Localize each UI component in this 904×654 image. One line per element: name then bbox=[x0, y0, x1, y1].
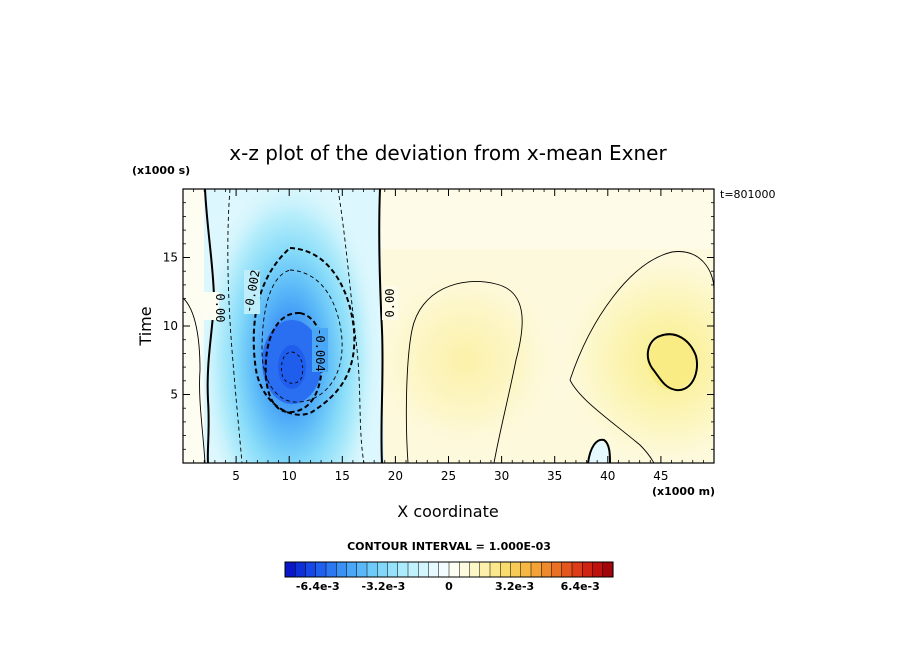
colorbar-swatch bbox=[305, 561, 317, 578]
x-axis-label: X coordinate bbox=[397, 502, 498, 521]
heatmap-field bbox=[183, 189, 714, 463]
x-tick-label: 40 bbox=[600, 469, 615, 483]
colorbar-swatch bbox=[561, 561, 573, 578]
x-axis-ticks: 5 10 15 20 25 30 35 40 45 bbox=[193, 189, 704, 483]
x-tick-label: 25 bbox=[441, 469, 456, 483]
y-tick-label: 15 bbox=[163, 251, 178, 265]
colorbar-swatch bbox=[407, 561, 419, 578]
colorbar-swatch bbox=[336, 561, 348, 578]
x-tick-label: 30 bbox=[494, 469, 509, 483]
x-tick-label: 5 bbox=[232, 469, 240, 483]
colorbar-swatch bbox=[387, 561, 399, 578]
colorbar-swatch bbox=[489, 561, 501, 578]
colorbar-swatch bbox=[438, 561, 450, 578]
x-tick-label: 20 bbox=[388, 469, 403, 483]
colorbar-swatch bbox=[448, 561, 460, 578]
contour-label-zero-right: 0.00 bbox=[383, 289, 397, 318]
colorbar-tick-label: 3.2e-3 bbox=[495, 580, 534, 593]
colorbar-swatch bbox=[592, 561, 604, 578]
colorbar-swatch bbox=[346, 561, 358, 578]
chart-title: x-z plot of the deviation from x-mean Ex… bbox=[229, 141, 667, 165]
colorbar-swatch bbox=[520, 561, 532, 578]
contour-label-minus-0004: -0.004 bbox=[313, 328, 327, 371]
y-unit-label: (x1000 s) bbox=[132, 164, 190, 177]
colorbar-swatch bbox=[397, 561, 409, 578]
y-tick-label: 10 bbox=[163, 319, 178, 333]
contour-lines bbox=[183, 189, 714, 463]
x-tick-label: 45 bbox=[653, 469, 668, 483]
colorbar-swatch bbox=[571, 561, 583, 578]
colorbar-tick-label: 0 bbox=[445, 580, 453, 593]
colorbar-swatch bbox=[530, 561, 542, 578]
colorbar-swatch bbox=[582, 561, 594, 578]
colorbar-swatch bbox=[428, 561, 440, 578]
contour-label-zero-left: 0.00 bbox=[213, 294, 227, 323]
colorbar-swatch bbox=[479, 561, 491, 578]
x-tick-label: 15 bbox=[335, 469, 350, 483]
colorbar-swatch bbox=[500, 561, 512, 578]
colorbar-tick-label: 6.4e-3 bbox=[561, 580, 600, 593]
x-tick-label: 10 bbox=[282, 469, 297, 483]
colorbar-swatch bbox=[315, 561, 327, 578]
colorbar-tick-labels: -6.4e-3 -3.2e-3 0 3.2e-3 6.4e-3 bbox=[296, 580, 600, 593]
x-tick-label: 35 bbox=[547, 469, 562, 483]
colorbar-swatch bbox=[541, 561, 553, 578]
colorbar-swatch bbox=[295, 561, 307, 578]
time-stamp-label: t=801000 bbox=[720, 188, 776, 201]
x-unit-label: (x1000 m) bbox=[652, 485, 715, 498]
colorbar-swatch bbox=[459, 561, 471, 578]
colorbar-swatch bbox=[510, 561, 522, 578]
y-tick-label: 5 bbox=[170, 388, 178, 402]
colorbar-frame bbox=[284, 561, 614, 578]
colorbar-tick-label: -3.2e-3 bbox=[362, 580, 406, 593]
contour-interval-text: CONTOUR INTERVAL = 1.000E-03 bbox=[347, 540, 551, 553]
y-axis-ticks: 5 10 15 bbox=[163, 202, 714, 450]
colorbar bbox=[284, 561, 614, 578]
colorbar-swatch bbox=[356, 561, 368, 578]
y-axis-label: Time bbox=[136, 306, 155, 346]
colorbar-swatch bbox=[325, 561, 337, 578]
colorbar-swatch bbox=[469, 561, 481, 578]
colorbar-swatch bbox=[377, 561, 389, 578]
colorbar-swatch bbox=[551, 561, 563, 578]
colorbar-swatch bbox=[366, 561, 378, 578]
contour-label-group: 0.00 -0.002 -0.004 0.00 bbox=[203, 269, 398, 372]
colorbar-swatch bbox=[284, 561, 296, 578]
colorbar-swatch bbox=[602, 561, 614, 578]
colorbar-swatch bbox=[418, 561, 430, 578]
colorbar-tick-label: -6.4e-3 bbox=[296, 580, 340, 593]
